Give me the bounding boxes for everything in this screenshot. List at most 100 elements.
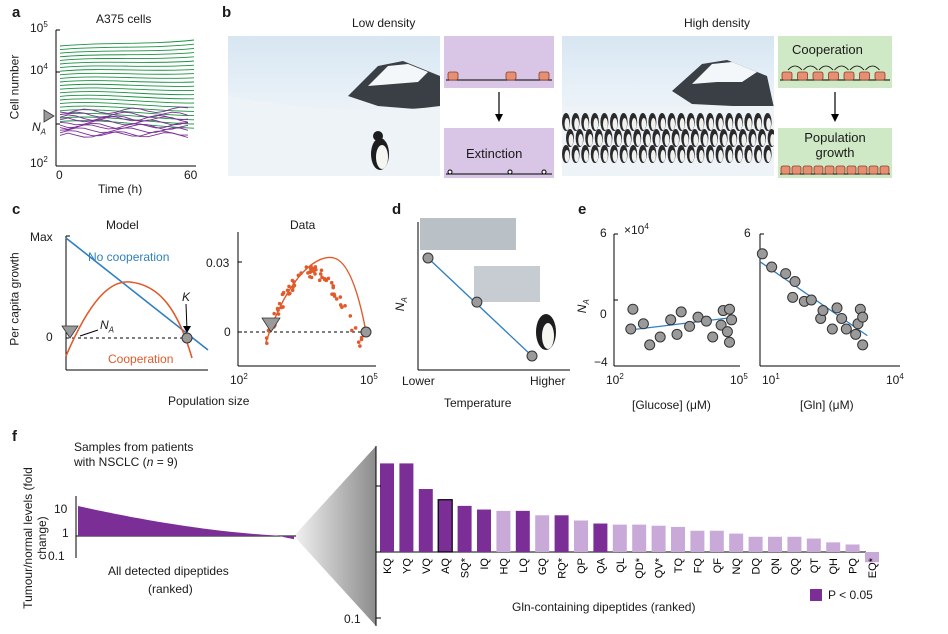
bar-qh: [826, 542, 841, 552]
extinction-curve: [59, 122, 189, 130]
bar-tq: [671, 526, 685, 552]
data-point: [338, 295, 343, 299]
bar-label-qa: QA: [595, 557, 607, 574]
population-growth-label: Population growth: [804, 130, 866, 160]
temperature-point: [471, 296, 483, 308]
cell-icon: [835, 165, 846, 175]
bar-label-lq: LQ: [518, 558, 530, 573]
bar-dq: [748, 536, 763, 552]
bar-label-qd-star: QD*: [634, 557, 646, 579]
gln-point: [805, 294, 817, 306]
data-na-marker: [261, 317, 281, 333]
extinction-curve: [59, 119, 189, 126]
glucose-point: [724, 303, 735, 315]
bar-qq: [787, 536, 802, 552]
bar-label-ql: QL: [615, 558, 627, 573]
panel-e-gln-xlabel: [Gln] (μM): [800, 398, 854, 412]
cell-icon: [868, 165, 879, 175]
cell-icon: [824, 165, 835, 175]
data-point: [317, 278, 322, 283]
bar-label-nq: NQ: [731, 558, 743, 575]
cell-icon: [813, 165, 824, 175]
extinction-curve: [59, 106, 189, 114]
bar-label-tq: TQ: [673, 558, 685, 574]
glucose-point: [625, 323, 637, 335]
gln-point: [789, 276, 801, 288]
data-point: [329, 280, 334, 285]
temperature-point: [526, 350, 538, 362]
glucose-point: [675, 306, 687, 318]
bar-label-kq: KQ: [382, 558, 394, 574]
glucose-point: [700, 315, 712, 327]
panel-a-ytick-1e4: 104: [30, 62, 48, 77]
bar-label-iq: IQ: [479, 558, 491, 570]
trend-line: [427, 257, 533, 357]
glucose-point: [627, 303, 639, 315]
cell-icon: [874, 71, 886, 81]
panel-c-data-ytick-003: 0.03: [206, 256, 230, 270]
data-point: [272, 311, 276, 316]
glucose-point: [665, 314, 677, 326]
panel-c-data-xtick-1e2: 102: [230, 372, 248, 387]
panel-f-right-ytick-01: 0.1: [344, 612, 361, 626]
gln-point: [817, 305, 829, 317]
panel-a-xtick-60: 60: [184, 168, 198, 182]
panel-e-gln-xtick-1e4: 104: [886, 372, 904, 387]
panel-letter-e: e: [578, 201, 587, 218]
panel-e-ytick-m4: −4: [594, 355, 608, 369]
growth-curve: [59, 47, 195, 54]
bar-qn: [768, 536, 782, 552]
panel-a-ytick-1e5: 105: [30, 20, 48, 35]
panel-f-left-xlabel-1: All detected dipeptides: [108, 564, 229, 578]
panel-letter-b: b: [222, 4, 232, 21]
bar-qt: [806, 538, 821, 552]
bar-gq: [535, 515, 550, 552]
data-k-marker: [360, 326, 372, 338]
panel-e-glucose-xlabel: [Glucose] (μM): [632, 398, 711, 412]
bar-label-qp: QP: [576, 558, 588, 574]
panel-c-k-label: K: [182, 290, 191, 304]
gln-point: [850, 328, 862, 340]
bar-label-qf: QF: [712, 558, 724, 574]
growth-curve: [59, 39, 195, 47]
bar-label-qh: QH: [828, 558, 840, 575]
growth-curve: [59, 56, 195, 61]
bar-yq: [399, 463, 414, 552]
panel-c-ytick-zero: 0: [46, 330, 53, 344]
gln-point: [787, 291, 799, 303]
panel-f-left-xlabel-2: (ranked): [148, 582, 193, 596]
cell-icon: [857, 165, 868, 175]
panel-letter-f: f: [12, 428, 17, 445]
growth-curve: [59, 87, 195, 92]
growth-curve: [59, 76, 195, 79]
low-density-scene: [228, 36, 440, 176]
bar-label-rq-star: RQ*: [557, 557, 569, 579]
data-point: [326, 276, 331, 281]
data-point: [318, 272, 323, 276]
data-point: [313, 265, 318, 269]
growth-curve: [59, 109, 195, 117]
cell-icon: [843, 71, 855, 81]
gln-point: [857, 311, 869, 323]
growth-curve: [59, 72, 195, 76]
extinction-curve: [59, 130, 189, 138]
bar-sq-star: [457, 505, 472, 552]
gln-point: [836, 312, 848, 324]
glucose-point: [715, 319, 727, 331]
panel-c-data-xtick-1e5: 105: [360, 372, 378, 387]
data-point: [312, 269, 316, 274]
panel-d-xtick-lower: Lower: [402, 374, 435, 388]
bar-ql: [612, 524, 627, 552]
panel-b-high-title: High density: [684, 16, 751, 30]
cell-icon: [797, 71, 808, 81]
data-point: [319, 268, 324, 273]
bar-rq-star: [554, 515, 569, 552]
glucose-point: [707, 331, 719, 343]
bar-label-qt: QT: [809, 558, 821, 574]
cell-icon: [538, 71, 550, 81]
data-point: [280, 292, 285, 297]
gln-point: [857, 339, 869, 351]
data-point: [359, 337, 364, 342]
data-point: [350, 328, 354, 333]
bar-label-hq: HQ: [498, 558, 510, 575]
